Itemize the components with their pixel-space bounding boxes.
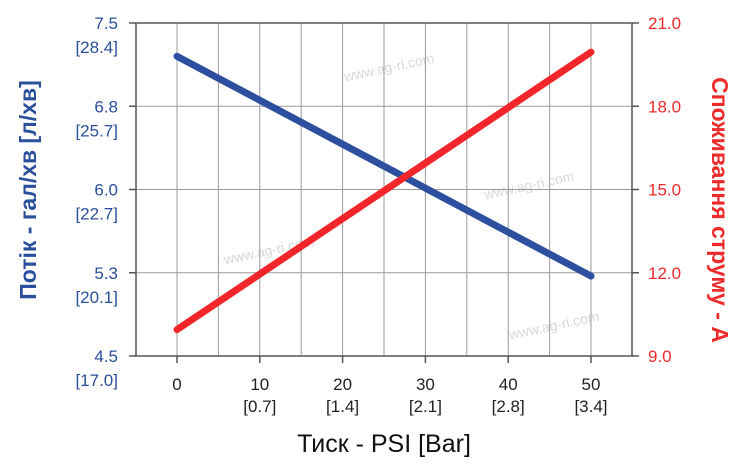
left-tick-sublabel: [28.4] [75,38,118,57]
left-tick-sublabel: [17.0] [75,371,118,390]
x-axis-label: Тиск - PSI [Bar] [297,430,471,458]
x-tick-label: 50 [582,375,601,394]
right-tick-label: 18.0 [648,97,681,116]
left-tick-label: 6.8 [94,97,118,116]
x-tick-label: 10 [250,375,269,394]
left-axis-ticks: 7.5 [28.4] 6.8 [25.7] 6.0 [22.7] 5.3 [20.1] 4.5 [… [75,14,136,390]
x-axis-ticks: 0 10 [0.7] 20 [1.4] 30 [2.1] 40 [2.8] 50 [3.4] [172,356,608,416]
left-tick-sublabel: [20.1] [75,288,118,307]
x-tick-sublabel: [1.4] [326,397,359,416]
right-axis-ticks: 21.0 18.0 15.0 12.0 9.0 [632,14,681,366]
x-tick-sublabel: [3.4] [574,397,607,416]
x-tick-sublabel: [0.7] [243,397,276,416]
right-tick-label: 21.0 [648,14,681,33]
watermark-text: www.ag-ri.com [481,168,575,203]
left-tick-label: 7.5 [94,14,118,33]
right-tick-label: 15.0 [648,181,681,200]
right-tick-label: 12.0 [648,264,681,283]
x-tick-label: 40 [499,375,518,394]
left-axis-label: Потік - гал/хв [л/хв] [15,80,41,300]
x-tick-label: 0 [172,375,181,394]
left-tick-sublabel: [25.7] [75,121,118,140]
x-tick-label: 20 [333,375,352,394]
series-lines [173,48,595,334]
right-tick-label: 9.0 [648,347,672,366]
watermark-text: www.ag-ri.com [341,50,435,85]
left-tick-label: 4.5 [94,347,118,366]
left-tick-label: 6.0 [94,181,118,200]
right-axis-label: Споживання струму - А [707,77,733,343]
x-tick-sublabel: [2.8] [492,397,525,416]
watermark-text: www.ag-ri.com [506,308,600,343]
x-tick-label: 30 [416,375,435,394]
x-tick-sublabel: [2.1] [409,397,442,416]
left-tick-sublabel: [22.7] [75,205,118,224]
series-line-current [173,48,595,334]
watermarks: www.ag-ri.comwww.ag-ri.comwww.ag-ri.comw… [221,50,600,343]
series-line-flow [173,52,595,280]
left-tick-label: 5.3 [94,264,118,283]
